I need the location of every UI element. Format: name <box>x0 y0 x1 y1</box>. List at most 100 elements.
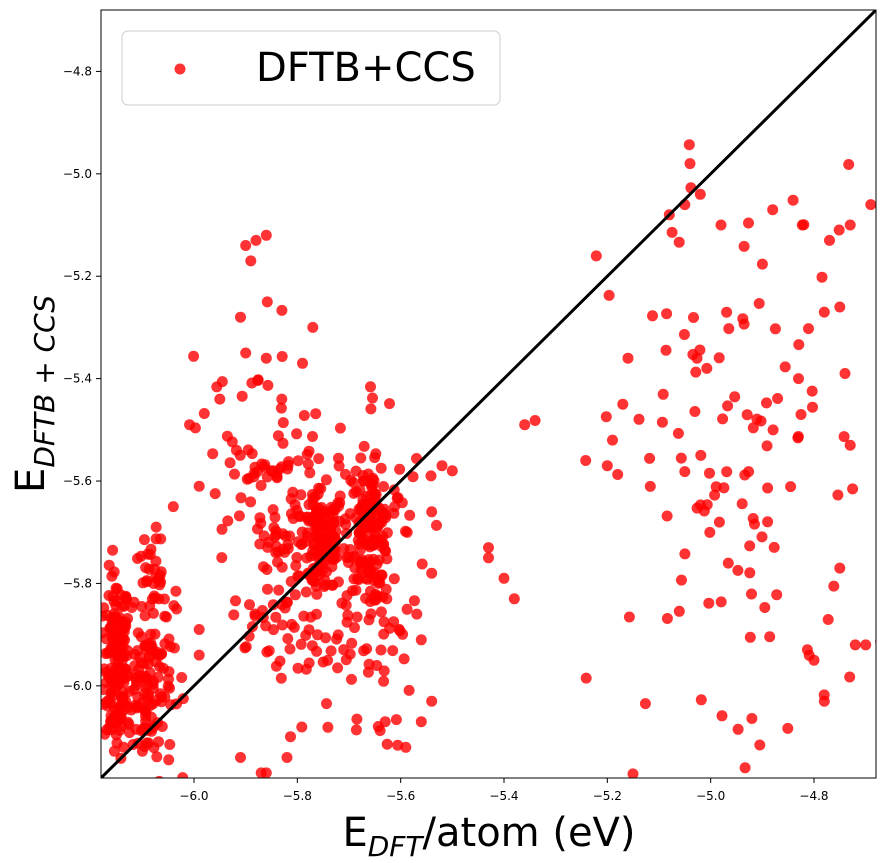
data-point <box>761 440 773 452</box>
data-point <box>367 539 379 551</box>
data-point <box>415 634 427 646</box>
scatter-points <box>101 139 876 848</box>
data-point <box>407 471 419 483</box>
data-point <box>150 572 161 584</box>
data-point <box>834 562 846 574</box>
data-point <box>142 548 154 560</box>
data-point <box>656 416 668 428</box>
data-point <box>723 323 735 335</box>
data-point <box>171 603 183 615</box>
data-point <box>252 523 263 535</box>
legend: DFTB+CCS <box>121 30 501 106</box>
data-point <box>216 523 228 535</box>
data-point <box>214 393 226 405</box>
data-point <box>378 628 390 640</box>
data-point <box>761 397 772 409</box>
y-axis-title: EDFTB + CCS <box>8 295 61 493</box>
data-point <box>146 725 157 737</box>
data-point <box>801 644 813 656</box>
data-point <box>833 224 845 236</box>
data-point <box>343 557 354 568</box>
data-point <box>394 463 406 475</box>
data-point <box>307 431 318 442</box>
data-point <box>580 672 592 684</box>
data-point <box>764 631 776 643</box>
data-point <box>272 556 283 568</box>
data-point <box>276 304 288 316</box>
data-point <box>311 588 323 600</box>
data-point <box>701 362 713 374</box>
data-point <box>300 629 312 641</box>
data-point <box>691 502 703 514</box>
data-point <box>381 527 393 539</box>
data-point <box>193 480 205 492</box>
data-point <box>216 552 228 564</box>
data-point <box>255 480 267 491</box>
data-point <box>260 352 272 364</box>
data-point <box>721 466 733 478</box>
y-tick-label: −5.6 <box>63 474 92 488</box>
data-point <box>312 629 323 641</box>
data-point <box>690 366 702 378</box>
x-axis-title: EDFT/atom (eV) <box>342 810 635 863</box>
y-tick-label: −5.2 <box>63 269 92 283</box>
data-point <box>292 455 304 467</box>
data-point <box>193 649 205 661</box>
data-point <box>222 515 234 527</box>
data-point <box>325 645 337 657</box>
data-point <box>590 250 602 262</box>
data-point <box>265 465 277 477</box>
data-point <box>142 782 153 793</box>
data-point <box>710 481 722 493</box>
data-point <box>378 481 389 492</box>
data-point <box>860 639 872 651</box>
data-point <box>289 499 301 511</box>
data-point <box>311 506 323 518</box>
data-point <box>282 459 294 471</box>
data-point <box>110 582 122 594</box>
data-point <box>334 422 346 434</box>
data-point <box>713 352 725 364</box>
data-point <box>394 625 406 637</box>
data-point <box>145 628 157 640</box>
data-point <box>103 559 115 571</box>
data-point <box>529 415 541 426</box>
data-point <box>301 449 313 460</box>
data-point <box>156 721 168 732</box>
data-point <box>334 490 346 502</box>
data-point <box>717 413 729 425</box>
data-point <box>400 525 411 537</box>
data-point <box>378 675 390 687</box>
data-point <box>365 381 376 393</box>
data-point <box>875 638 876 645</box>
data-point <box>828 580 840 592</box>
data-point <box>661 613 673 624</box>
data-point <box>147 607 159 619</box>
data-point <box>689 406 701 417</box>
y-axis-title-sub: DFTB + CCS <box>28 295 61 468</box>
data-point <box>403 684 415 696</box>
data-point <box>270 529 282 541</box>
data-point <box>107 544 119 556</box>
data-point <box>365 403 377 415</box>
data-point <box>373 574 385 585</box>
data-point <box>121 650 133 662</box>
data-point <box>137 802 148 813</box>
data-point <box>806 385 818 397</box>
data-point <box>177 693 189 705</box>
data-point <box>792 432 804 444</box>
y-axis-ticks: −6.0 −5.8 −5.6 −5.4 −5.2 −5.0 −4.8 <box>63 64 101 693</box>
data-point <box>807 401 818 413</box>
data-point <box>184 419 196 431</box>
data-point <box>285 731 296 743</box>
data-point <box>580 455 592 466</box>
data-point <box>388 616 400 628</box>
data-point <box>307 493 319 505</box>
data-point <box>808 654 820 666</box>
data-point <box>295 638 307 650</box>
data-point <box>743 217 754 229</box>
data-point <box>300 586 312 598</box>
x-axis-ticks: −6.0 −5.8 −5.6 −5.4 −5.2 −5.0 −4.8 <box>179 778 829 803</box>
data-point <box>772 393 784 404</box>
data-point <box>129 837 140 848</box>
